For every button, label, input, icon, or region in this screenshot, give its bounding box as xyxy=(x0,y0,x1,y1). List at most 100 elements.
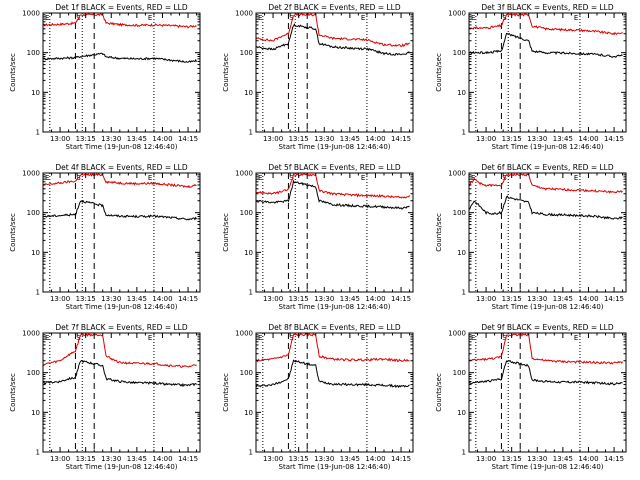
events-series-line xyxy=(468,32,623,59)
plot-frame xyxy=(255,332,414,453)
y-tick-label: 100 xyxy=(453,209,466,217)
y-tick-label: 1000 xyxy=(235,10,253,18)
region-marker: S xyxy=(502,334,507,342)
region-marker: E xyxy=(361,174,365,182)
y-tick-label: 1 xyxy=(36,449,40,457)
region-marker: E xyxy=(471,334,475,342)
x-axis-label: Start Time (19-Jun-08 12:46:40) xyxy=(492,463,604,471)
x-tick-label: 13:30 xyxy=(527,455,547,463)
x-tick-label: 13:15 xyxy=(289,455,309,463)
y-axis-label: Counts/sec xyxy=(9,53,17,92)
y-tick-label: 1000 xyxy=(235,170,253,178)
y-tick-label: 100 xyxy=(27,49,40,57)
region-marker: E xyxy=(574,334,578,342)
y-tick-label: 10 xyxy=(457,409,466,417)
lld-series-line xyxy=(42,173,197,189)
y-tick-label: 100 xyxy=(453,49,466,57)
y-tick-label: 100 xyxy=(27,209,40,217)
x-tick-label: 13:00 xyxy=(476,135,496,143)
y-tick-label: 10 xyxy=(244,89,253,97)
x-tick-label: 13:30 xyxy=(101,455,121,463)
x-tick-label: 13:15 xyxy=(502,295,522,303)
x-tick-label: 14:00 xyxy=(578,295,598,303)
x-tick-label: 14:00 xyxy=(365,455,385,463)
x-tick-label: 14:15 xyxy=(178,135,198,143)
region-marker: E xyxy=(45,174,49,182)
x-axis-label: Start Time (19-Jun-08 12:46:40) xyxy=(279,463,391,471)
x-axis-label: Start Time (19-Jun-08 12:46:40) xyxy=(492,303,604,311)
x-tick-label: 13:15 xyxy=(502,135,522,143)
region-marker: E xyxy=(471,14,475,22)
events-series-line xyxy=(42,360,197,388)
region-marker: E xyxy=(574,174,578,182)
x-tick-label: 14:00 xyxy=(152,455,172,463)
panel-5: Det 5f BLACK = Events, RED = LLD E S E 1 10 10… xyxy=(222,163,414,311)
y-tick-label: 1 xyxy=(249,289,253,297)
panel-title: Det 4f BLACK = Events, RED = LLD xyxy=(55,163,188,172)
x-tick-label: 13:30 xyxy=(314,295,334,303)
region-marker: E xyxy=(148,174,152,182)
lld-series-line xyxy=(42,13,197,29)
y-axis-label: Counts/sec xyxy=(222,373,230,412)
x-tick-label: 14:15 xyxy=(391,135,411,143)
region-marker: S xyxy=(76,334,81,342)
region-marker: E xyxy=(361,14,365,22)
panel-title: Det 8f BLACK = Events, RED = LLD xyxy=(268,323,401,332)
plot-frame xyxy=(42,172,201,293)
events-series-line xyxy=(255,359,410,389)
region-marker: S xyxy=(289,174,294,182)
y-tick-label: 1000 xyxy=(22,330,40,338)
x-tick-label: 13:45 xyxy=(340,455,360,463)
plot-frame xyxy=(42,332,201,453)
y-axis-label: Counts/sec xyxy=(222,53,230,92)
x-tick-label: 13:45 xyxy=(553,135,573,143)
panel-title: Det 1f BLACK = Events, RED = LLD xyxy=(55,3,188,12)
y-tick-label: 100 xyxy=(453,369,466,377)
x-axis-label: Start Time (19-Jun-08 12:46:40) xyxy=(66,143,178,151)
y-axis-label: Counts/sec xyxy=(222,213,230,252)
lld-series-line xyxy=(255,13,411,48)
events-series-line xyxy=(468,195,623,220)
panel-9: Det 9f BLACK = Events, RED = LLD E S E 1 10 10… xyxy=(435,323,627,471)
x-axis-label: Start Time (19-Jun-08 12:46:40) xyxy=(66,303,178,311)
x-tick-label: 14:00 xyxy=(152,135,172,143)
lld-series-line xyxy=(468,333,624,365)
lld-series-line xyxy=(255,333,410,363)
y-tick-label: 1000 xyxy=(22,10,40,18)
x-tick-label: 13:45 xyxy=(127,455,147,463)
x-tick-label: 13:45 xyxy=(553,455,573,463)
lld-series-line xyxy=(468,13,623,36)
x-tick-label: 13:00 xyxy=(50,455,70,463)
x-tick-label: 13:45 xyxy=(553,295,573,303)
region-marker: E xyxy=(45,334,49,342)
panel-2: Det 2f BLACK = Events, RED = LLD E S E 1 10 10… xyxy=(222,3,414,151)
x-tick-label: 13:30 xyxy=(314,135,334,143)
panel-title: Det 9f BLACK = Events, RED = LLD xyxy=(481,323,614,332)
x-tick-label: 13:30 xyxy=(527,295,547,303)
x-tick-label: 13:30 xyxy=(101,135,121,143)
region-marker: E xyxy=(258,14,262,22)
y-tick-label: 1 xyxy=(36,289,40,297)
x-tick-label: 13:00 xyxy=(476,295,496,303)
panel-7: Det 7f BLACK = Events, RED = LLD E S E 1 10 10… xyxy=(9,323,201,471)
x-tick-label: 13:00 xyxy=(50,295,70,303)
plot-frame xyxy=(42,12,201,133)
x-tick-label: 13:45 xyxy=(127,135,147,143)
lld-series-line xyxy=(468,173,623,194)
y-axis-label: Counts/sec xyxy=(435,53,443,92)
plot-frame xyxy=(468,12,627,133)
y-axis-label: Counts/sec xyxy=(435,373,443,412)
panel-title: Det 7f BLACK = Events, RED = LLD xyxy=(55,323,188,332)
x-tick-label: 13:00 xyxy=(476,455,496,463)
y-tick-label: 10 xyxy=(31,249,40,257)
plot-frame xyxy=(468,332,627,453)
x-tick-label: 14:00 xyxy=(365,135,385,143)
lld-series-line xyxy=(42,333,197,368)
x-tick-label: 14:15 xyxy=(178,455,198,463)
events-series-line xyxy=(468,359,623,386)
y-tick-label: 100 xyxy=(240,209,253,217)
x-axis-label: Start Time (19-Jun-08 12:46:40) xyxy=(66,463,178,471)
